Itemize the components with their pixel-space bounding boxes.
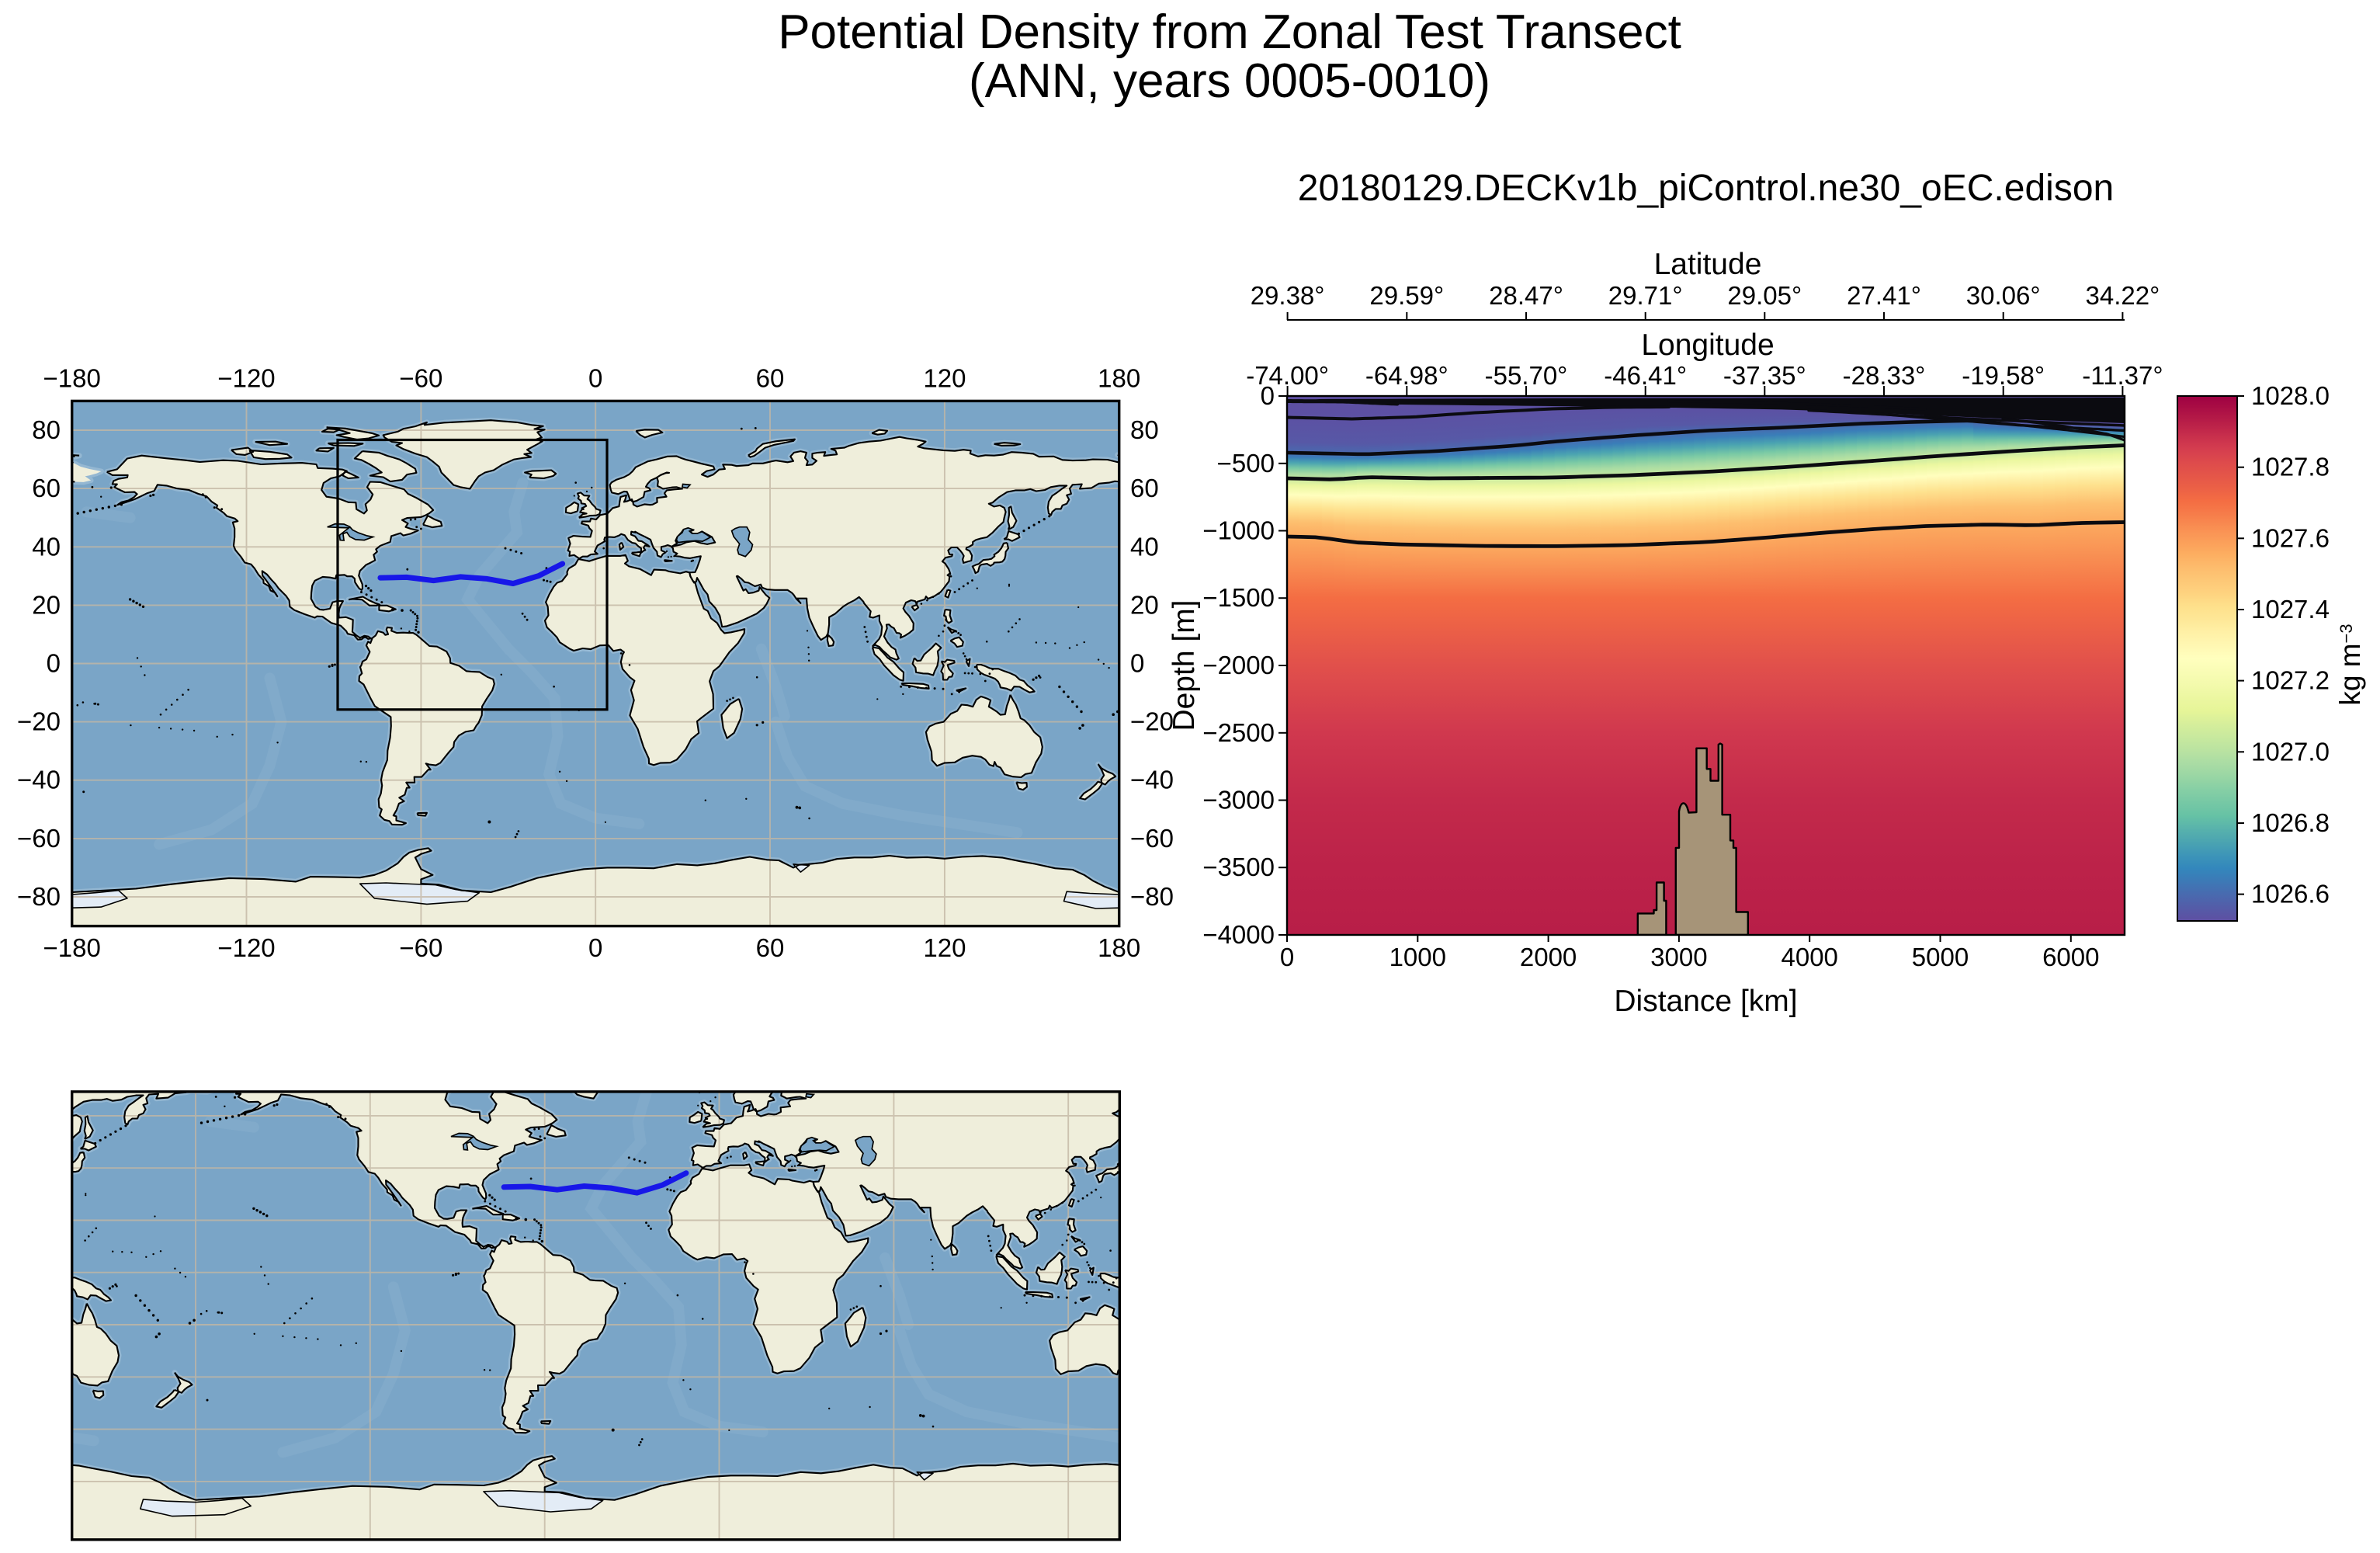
- svg-text:0: 0: [1280, 943, 1294, 971]
- svg-text:29.05°: 29.05°: [1727, 281, 1802, 310]
- svg-text:-55.70°: -55.70°: [1485, 361, 1568, 390]
- svg-text:60: 60: [756, 933, 785, 962]
- svg-text:1027.6: 1027.6: [2251, 523, 2330, 552]
- svg-text:−60: −60: [399, 933, 442, 962]
- svg-text:1000: 1000: [1389, 943, 1446, 971]
- svg-text:1026.6: 1026.6: [2251, 880, 2330, 909]
- svg-text:Distance [km]: Distance [km]: [1614, 985, 1797, 1018]
- svg-text:−60: −60: [399, 364, 442, 393]
- svg-text:−20: −20: [17, 707, 61, 736]
- svg-text:-37.35°: -37.35°: [1723, 361, 1806, 390]
- svg-text:−1000: −1000: [1202, 516, 1275, 545]
- svg-text:80: 80: [32, 415, 61, 444]
- svg-text:Potential Density from Zonal T: Potential Density from Zonal Test Transe…: [778, 5, 1681, 59]
- svg-text:29.59°: 29.59°: [1369, 281, 1444, 310]
- svg-text:4000: 4000: [1781, 943, 1837, 971]
- svg-text:5000: 5000: [1912, 943, 1969, 971]
- svg-text:40: 40: [32, 532, 61, 561]
- svg-text:40: 40: [1130, 532, 1159, 561]
- svg-text:1027.4: 1027.4: [2251, 595, 2330, 624]
- svg-text:0: 0: [588, 933, 602, 962]
- svg-text:−40: −40: [17, 766, 61, 794]
- svg-text:0: 0: [47, 649, 61, 678]
- svg-text:1028.0: 1028.0: [2251, 381, 2330, 410]
- svg-text:120: 120: [923, 364, 966, 393]
- svg-text:−120: −120: [217, 364, 275, 393]
- svg-text:29.38°: 29.38°: [1251, 281, 1325, 310]
- svg-text:−180: −180: [43, 933, 101, 962]
- svg-text:(ANN, years 0005-0010): (ANN, years 0005-0010): [969, 54, 1490, 108]
- svg-text:1027.2: 1027.2: [2251, 666, 2330, 695]
- svg-text:−2000: −2000: [1202, 651, 1275, 679]
- svg-text:−3500: −3500: [1202, 853, 1275, 881]
- svg-text:Longitude: Longitude: [1641, 328, 1774, 362]
- svg-text:28.47°: 28.47°: [1489, 281, 1563, 310]
- svg-text:0: 0: [1261, 381, 1275, 410]
- svg-text:−60: −60: [1130, 824, 1174, 853]
- svg-text:180: 180: [1098, 933, 1140, 962]
- svg-text:−80: −80: [1130, 882, 1174, 911]
- svg-text:0: 0: [1130, 649, 1144, 678]
- svg-text:-64.98°: -64.98°: [1365, 361, 1448, 390]
- svg-text:60: 60: [32, 474, 61, 502]
- svg-text:Latitude: Latitude: [1654, 248, 1762, 281]
- svg-text:20180129.DECKv1b_piControl.ne3: 20180129.DECKv1b_piControl.ne30_oEC.edis…: [1298, 168, 2114, 209]
- svg-text:−20: −20: [1130, 707, 1174, 736]
- svg-text:−80: −80: [17, 882, 61, 911]
- svg-text:180: 180: [1098, 364, 1140, 393]
- svg-text:6000: 6000: [2042, 943, 2099, 971]
- svg-text:80: 80: [1130, 415, 1159, 444]
- svg-text:−120: −120: [217, 933, 275, 962]
- svg-text:30.06°: 30.06°: [1966, 281, 2041, 310]
- svg-text:-28.33°: -28.33°: [1843, 361, 1926, 390]
- svg-text:20: 20: [1130, 590, 1159, 619]
- svg-text:34.22°: 34.22°: [2086, 281, 2160, 310]
- svg-text:1027.0: 1027.0: [2251, 737, 2330, 766]
- svg-text:-11.37°: -11.37°: [2082, 361, 2163, 390]
- svg-text:−60: −60: [17, 824, 61, 853]
- svg-text:-19.58°: -19.58°: [1962, 361, 2045, 390]
- svg-text:20: 20: [32, 590, 61, 619]
- svg-text:1027.8: 1027.8: [2251, 453, 2330, 481]
- svg-text:-74.00°: -74.00°: [1246, 361, 1329, 390]
- svg-text:−40: −40: [1130, 766, 1174, 794]
- svg-text:60: 60: [1130, 474, 1159, 502]
- svg-text:3000: 3000: [1650, 943, 1707, 971]
- svg-text:120: 120: [923, 933, 966, 962]
- svg-text:0: 0: [588, 364, 602, 393]
- svg-text:−180: −180: [43, 364, 101, 393]
- svg-text:1026.8: 1026.8: [2251, 808, 2330, 837]
- svg-text:−500: −500: [1217, 449, 1275, 478]
- svg-text:−1500: −1500: [1202, 583, 1275, 612]
- svg-text:27.41°: 27.41°: [1847, 281, 1921, 310]
- svg-text:−4000: −4000: [1202, 920, 1275, 949]
- svg-text:60: 60: [756, 364, 785, 393]
- svg-text:29.71°: 29.71°: [1608, 281, 1683, 310]
- svg-text:-46.41°: -46.41°: [1604, 361, 1687, 390]
- svg-text:−2500: −2500: [1202, 718, 1275, 747]
- svg-text:2000: 2000: [1520, 943, 1577, 971]
- svg-text:Depth [m]: Depth [m]: [1167, 599, 1201, 731]
- svg-text:−3000: −3000: [1202, 786, 1275, 815]
